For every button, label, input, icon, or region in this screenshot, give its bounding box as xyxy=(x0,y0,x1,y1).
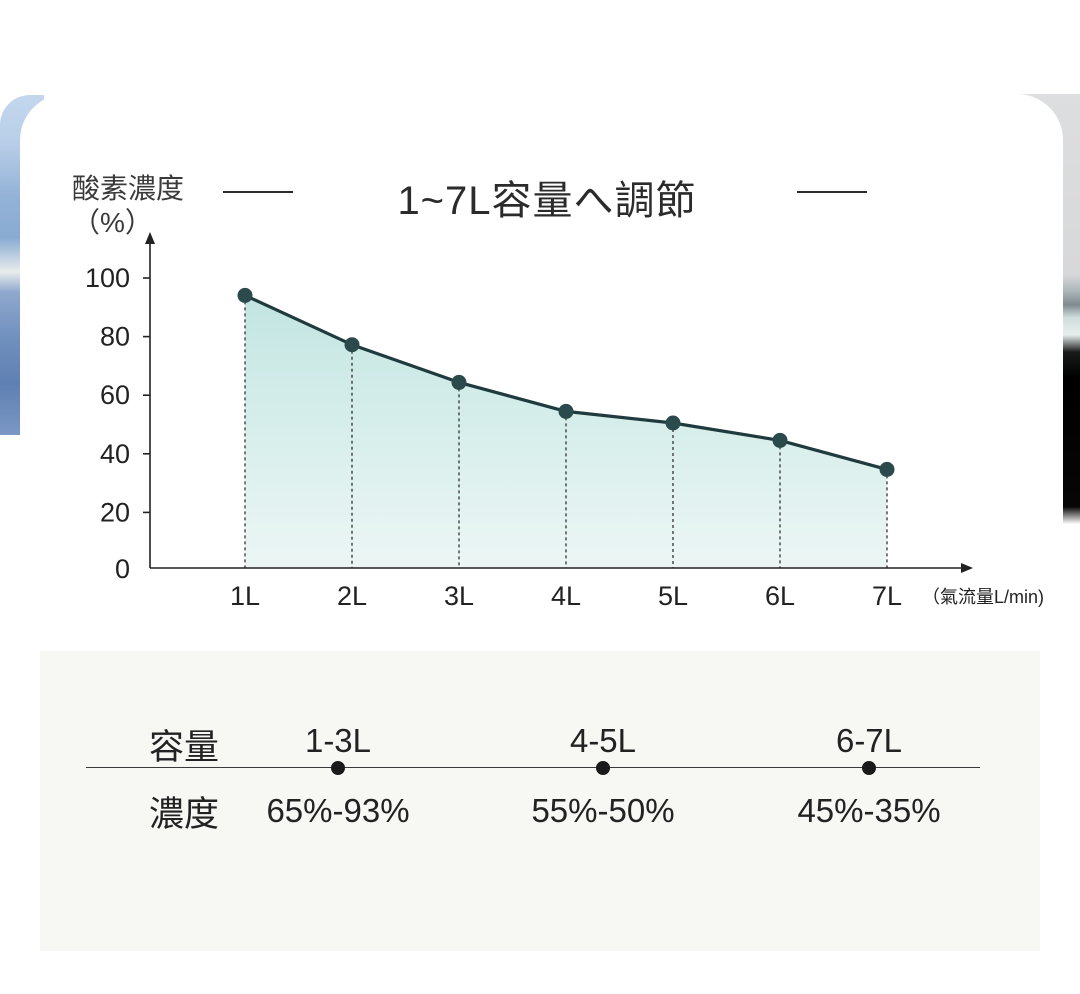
svg-text:5L: 5L xyxy=(658,581,688,611)
svg-text:100: 100 xyxy=(85,263,130,293)
svg-text:3L: 3L xyxy=(444,581,474,611)
svg-text:4L: 4L xyxy=(551,581,581,611)
svg-text:6L: 6L xyxy=(765,581,795,611)
svg-text:（氣流量L/min): （氣流量L/min) xyxy=(922,587,1044,607)
svg-text:1L: 1L xyxy=(230,581,260,611)
svg-text:20: 20 xyxy=(100,497,130,527)
svg-text:7L: 7L xyxy=(872,581,902,611)
svg-text:80: 80 xyxy=(100,322,130,352)
svg-text:2L: 2L xyxy=(337,581,367,611)
svg-text:40: 40 xyxy=(100,439,130,469)
svg-text:0: 0 xyxy=(115,554,130,584)
svg-text:60: 60 xyxy=(100,380,130,410)
